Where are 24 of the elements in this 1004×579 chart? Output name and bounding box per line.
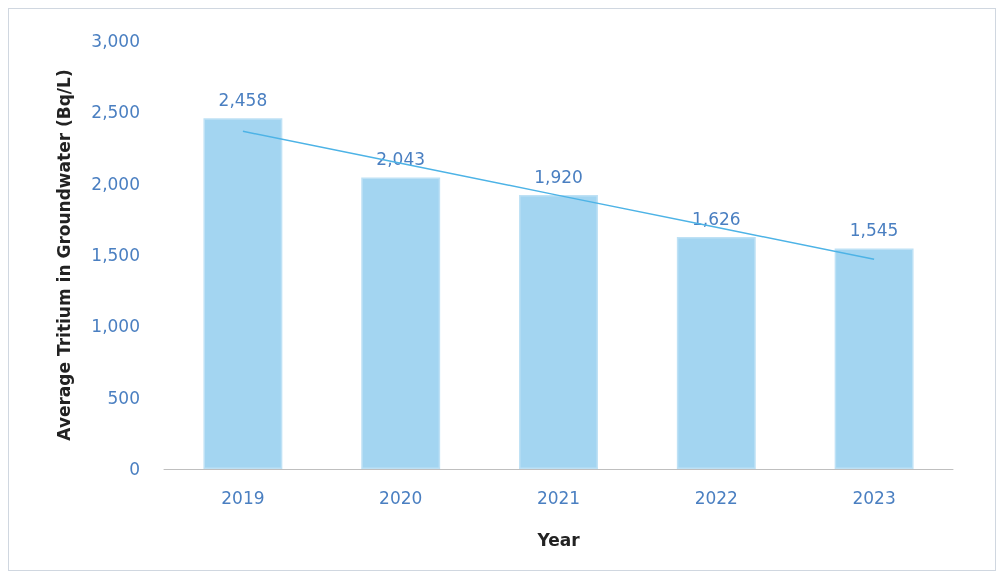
y-tick-label: 1,500 <box>91 245 140 265</box>
x-axis-title: Year <box>536 529 581 550</box>
bar <box>676 237 756 469</box>
x-tick-label: 2019 <box>221 487 265 508</box>
data-label: 1,626 <box>691 208 741 229</box>
bar <box>834 248 914 469</box>
x-tick-label: 2020 <box>379 487 423 508</box>
y-tick-label: 500 <box>107 387 140 408</box>
y-tick-label: 2,000 <box>91 173 140 194</box>
y-tick-label: 2,500 <box>91 102 140 123</box>
x-tick-label: 2021 <box>536 487 581 508</box>
y-tick-label: 3,000 <box>91 31 140 51</box>
data-label: 1,920 <box>534 166 583 187</box>
data-label: 2,043 <box>376 149 426 170</box>
bar <box>361 177 441 469</box>
bar <box>519 195 598 469</box>
y-tick-label: 1,000 <box>91 316 140 337</box>
x-tick-label: 2023 <box>852 487 896 508</box>
y-axis-title: Average Tritium in Groundwater (Bq/L) <box>53 69 74 441</box>
x-tick-label: 2022 <box>694 487 738 508</box>
y-tick-label: 0 <box>129 459 140 479</box>
data-label: 1,545 <box>849 220 899 241</box>
bar <box>203 118 283 469</box>
data-label: 2,458 <box>218 89 268 110</box>
